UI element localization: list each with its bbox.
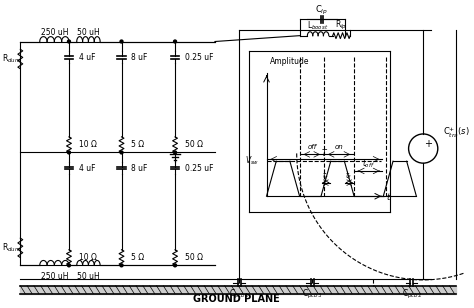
Circle shape [67, 151, 71, 154]
Text: 0.25 uF: 0.25 uF [185, 53, 213, 62]
Text: on: on [335, 144, 344, 150]
Circle shape [67, 40, 71, 43]
Circle shape [120, 151, 123, 154]
Circle shape [120, 40, 123, 43]
Text: C$_{lp}$: C$_{lp}$ [316, 4, 328, 17]
Text: R$_{dum}$: R$_{dum}$ [2, 53, 21, 65]
Text: 8 uF: 8 uF [131, 164, 147, 172]
Text: R$_{lp}$: R$_{lp}$ [336, 19, 347, 32]
Text: +: + [424, 139, 432, 149]
Text: 250 uH: 250 uH [41, 272, 68, 281]
Text: $V_{sw}$: $V_{sw}$ [246, 155, 260, 168]
Text: 10 Ω: 10 Ω [79, 140, 97, 149]
Text: 10 Ω: 10 Ω [79, 253, 97, 262]
Text: 4 uF: 4 uF [79, 53, 95, 62]
Circle shape [67, 264, 71, 267]
Text: $t_{off}$: $t_{off}$ [362, 158, 375, 170]
Text: C$_{tra}^{+}(s)$: C$_{tra}^{+}(s)$ [443, 126, 469, 140]
Text: 0.25 uF: 0.25 uF [185, 164, 213, 172]
Text: Amplitude: Amplitude [270, 57, 310, 67]
Circle shape [120, 264, 123, 267]
Circle shape [173, 151, 176, 154]
Text: 4 uF: 4 uF [79, 164, 95, 172]
Text: off: off [308, 144, 317, 150]
Text: C$_{pcb3}$: C$_{pcb3}$ [302, 288, 322, 301]
Text: 50 Ω: 50 Ω [185, 140, 203, 149]
Text: 5 Ω: 5 Ω [131, 253, 145, 262]
Text: R$_{dum}$: R$_{dum}$ [2, 241, 21, 254]
Text: C$_{pcb1}$: C$_{pcb1}$ [229, 288, 249, 301]
Circle shape [173, 40, 176, 43]
Text: $T$: $T$ [321, 147, 328, 158]
Text: 50 uH: 50 uH [77, 28, 100, 37]
Text: 50 Ω: 50 Ω [185, 253, 203, 262]
Text: $t$: $t$ [386, 191, 392, 202]
Text: C$_{pcb2}$: C$_{pcb2}$ [401, 288, 421, 301]
Text: $t_f$: $t_f$ [346, 169, 353, 182]
Text: 250 uH: 250 uH [41, 28, 68, 37]
Text: $t_r$: $t_r$ [322, 169, 329, 182]
Text: 8 uF: 8 uF [131, 53, 147, 62]
Text: 50 uH: 50 uH [77, 272, 100, 281]
Text: GROUND PLANE: GROUND PLANE [193, 294, 280, 304]
Text: 5 Ω: 5 Ω [131, 140, 145, 149]
Text: L$_{boost}$: L$_{boost}$ [308, 20, 329, 32]
Circle shape [173, 264, 176, 267]
